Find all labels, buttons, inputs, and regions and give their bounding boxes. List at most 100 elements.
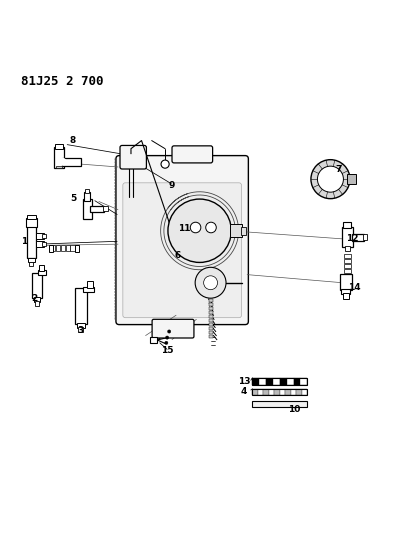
Bar [27, 214, 36, 219]
Bar [274, 389, 280, 395]
Bar [266, 378, 273, 385]
Bar [252, 401, 307, 407]
Bar [241, 227, 246, 235]
Bar [32, 273, 43, 298]
Text: 3: 3 [77, 326, 84, 335]
Bar [347, 174, 355, 184]
Bar [352, 233, 364, 241]
Text: 11: 11 [178, 224, 191, 233]
Bar [39, 265, 44, 271]
Bar [34, 297, 40, 302]
Bar [78, 327, 83, 332]
Circle shape [58, 158, 66, 166]
Bar [209, 315, 213, 318]
Text: 2: 2 [31, 295, 38, 303]
FancyBboxPatch shape [172, 146, 213, 163]
Circle shape [166, 336, 169, 339]
Text: 9: 9 [169, 181, 175, 190]
Bar [51, 245, 55, 251]
Bar [29, 262, 34, 265]
Bar [36, 241, 44, 247]
Bar [252, 378, 307, 385]
Bar [259, 378, 266, 385]
Bar [363, 235, 367, 240]
Text: 12: 12 [346, 233, 359, 243]
FancyBboxPatch shape [123, 183, 241, 318]
Bar [258, 389, 263, 395]
Bar [150, 337, 157, 343]
Bar [55, 144, 63, 149]
Text: 8: 8 [70, 136, 76, 145]
Bar [273, 378, 280, 385]
Bar [209, 311, 213, 314]
Text: 14: 14 [348, 283, 360, 292]
Bar [343, 293, 349, 299]
Circle shape [206, 222, 216, 233]
Text: 15: 15 [161, 346, 173, 356]
Bar [83, 199, 92, 219]
Text: 4: 4 [241, 387, 247, 395]
Bar [70, 245, 74, 251]
Bar [280, 378, 287, 385]
Circle shape [204, 276, 218, 290]
Bar [252, 389, 258, 395]
Bar [294, 378, 301, 385]
Circle shape [165, 341, 168, 344]
Bar [87, 281, 93, 288]
Bar [56, 166, 62, 168]
Bar [302, 389, 307, 395]
FancyBboxPatch shape [116, 156, 248, 325]
Bar [252, 378, 259, 385]
FancyBboxPatch shape [120, 146, 146, 169]
Circle shape [161, 160, 169, 168]
Bar [252, 389, 307, 395]
Bar [342, 289, 351, 294]
Bar [74, 245, 79, 252]
Bar [280, 389, 285, 395]
Bar [209, 335, 213, 338]
Circle shape [317, 166, 344, 192]
Text: 6: 6 [175, 251, 181, 260]
Circle shape [190, 222, 201, 233]
Bar [42, 242, 46, 246]
Circle shape [195, 268, 226, 298]
Bar [26, 218, 37, 227]
Bar [209, 298, 213, 302]
Bar [36, 233, 44, 239]
Bar [342, 227, 353, 247]
Bar [35, 302, 39, 306]
Bar [344, 222, 351, 228]
Text: 81J25 2 700: 81J25 2 700 [21, 75, 103, 88]
Bar [62, 158, 81, 166]
Text: 7: 7 [335, 165, 342, 174]
Bar [209, 303, 213, 306]
FancyBboxPatch shape [152, 319, 194, 338]
Bar [209, 319, 213, 322]
Bar [85, 189, 89, 192]
Text: 10: 10 [288, 405, 300, 414]
Text: 1: 1 [20, 237, 27, 246]
Circle shape [168, 330, 171, 333]
Bar [56, 245, 60, 251]
Text: 13: 13 [238, 376, 250, 385]
Bar [209, 306, 213, 310]
Bar [340, 274, 352, 290]
Bar [49, 245, 53, 252]
Bar [291, 389, 296, 395]
Bar [344, 269, 351, 273]
Circle shape [311, 160, 350, 199]
Bar [27, 226, 36, 259]
Bar [344, 254, 351, 257]
Bar [263, 389, 269, 395]
Bar [38, 270, 47, 274]
Bar [61, 245, 65, 251]
Bar [209, 327, 213, 330]
Bar [84, 192, 90, 201]
Circle shape [168, 199, 231, 262]
Text: 5: 5 [71, 194, 77, 203]
Bar [231, 224, 242, 237]
Bar [76, 324, 85, 328]
Bar [301, 378, 307, 385]
Bar [209, 331, 213, 334]
Bar [344, 259, 351, 263]
